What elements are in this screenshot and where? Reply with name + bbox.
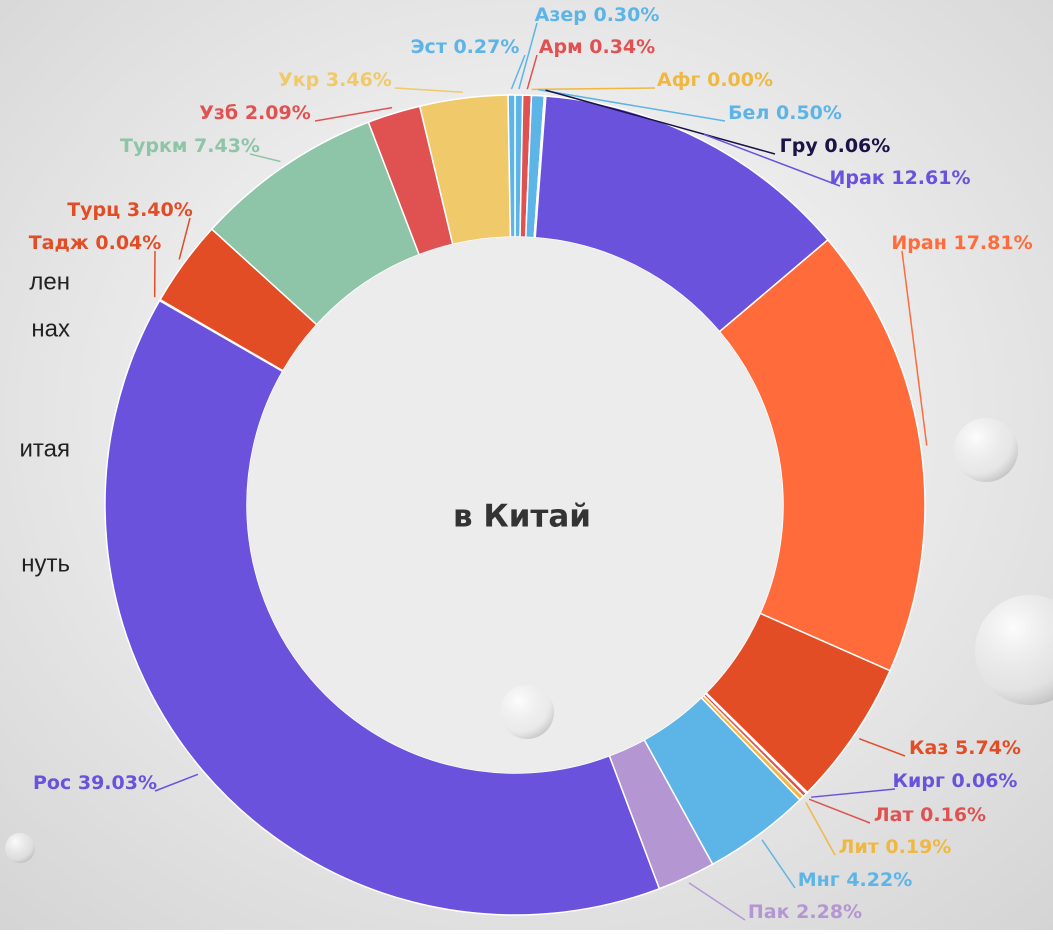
slice-value: 0.00% <box>707 69 773 91</box>
slice-label: Лат 0.16% <box>874 804 986 826</box>
water-drop <box>500 685 554 739</box>
slice-name: Лат <box>874 804 914 826</box>
slice-label: Укр 3.46% <box>278 69 392 91</box>
slice-name: Афг <box>657 69 701 91</box>
slice-label: Бел 0.50% <box>728 102 842 124</box>
slice-value: 5.74% <box>955 737 1021 759</box>
slice-name: Азер <box>535 4 587 26</box>
side-text: нуть <box>21 550 70 577</box>
slice-value: 2.09% <box>245 102 311 124</box>
slice-value: 17.81% <box>953 232 1032 254</box>
slice-value: 0.27% <box>453 36 519 58</box>
slice-label: Узб 2.09% <box>199 102 311 124</box>
slice-value: 3.46% <box>326 69 392 91</box>
slice-label: Эст 0.27% <box>411 36 520 58</box>
slice-label: Турц 3.40% <box>67 199 193 221</box>
slice-value: 0.19% <box>885 836 951 858</box>
slice-name: Рос <box>33 772 71 794</box>
center-text: в Китай <box>453 499 591 535</box>
slice-value: 0.34% <box>589 36 655 58</box>
slice-label: Каз 5.74% <box>909 737 1021 759</box>
slice-value: 7.43% <box>194 135 260 157</box>
slice-label: Мнг 4.22% <box>798 869 913 891</box>
slice-value: 39.03% <box>78 772 157 794</box>
side-text: нах <box>31 315 70 342</box>
slice-value: 0.16% <box>920 804 986 826</box>
slice-label: Иран 17.81% <box>891 232 1032 254</box>
slice-name: Ирак <box>830 167 885 189</box>
slice-label: Лит 0.19% <box>839 836 952 858</box>
slice-value: 0.30% <box>593 4 659 26</box>
side-text: итая <box>20 435 70 462</box>
slice-value: 0.06% <box>952 770 1018 792</box>
slice-label: Тадж 0.04% <box>29 232 162 254</box>
slice-name: Турц <box>67 199 120 221</box>
slice-value: 0.04% <box>95 232 161 254</box>
slice-name: Гру <box>780 135 819 157</box>
slice-value: 4.22% <box>846 869 912 891</box>
slice-name: Бел <box>728 102 769 124</box>
slice-name: Мнг <box>798 869 840 891</box>
slice-label: Гру 0.06% <box>780 135 891 157</box>
slice-name: Тадж <box>29 232 89 254</box>
slice-value: 0.50% <box>776 102 842 124</box>
slice-name: Укр <box>278 69 319 91</box>
water-drop <box>954 418 1018 482</box>
slice-value: 3.40% <box>127 199 193 221</box>
slice-value: 2.28% <box>796 901 862 923</box>
slice-name: Эст <box>411 36 447 58</box>
slice-name: Туркм <box>120 135 187 157</box>
water-drop <box>5 833 35 863</box>
slice-label: Туркм 7.43% <box>120 135 260 157</box>
slice-label: Кирг 0.06% <box>893 770 1018 792</box>
slice-label: Арм 0.34% <box>539 36 655 58</box>
slice-value: 12.61% <box>891 167 970 189</box>
slice-label: Азер 0.30% <box>535 4 660 26</box>
slice-label: Пак 2.28% <box>748 901 862 923</box>
slice-name: Пак <box>748 901 790 923</box>
slice-value: 0.06% <box>824 135 890 157</box>
slice-label: Рос 39.03% <box>33 772 157 794</box>
slice-name: Кирг <box>893 770 945 792</box>
slice-name: Узб <box>199 102 238 124</box>
side-text: лен <box>29 268 70 295</box>
slice-label: Ирак 12.61% <box>830 167 971 189</box>
slice-name: Иран <box>891 232 946 254</box>
slice-name: Каз <box>909 737 948 759</box>
slice-name: Арм <box>539 36 583 58</box>
slice-label: Афг 0.00% <box>657 69 773 91</box>
slice-name: Лит <box>839 836 879 858</box>
